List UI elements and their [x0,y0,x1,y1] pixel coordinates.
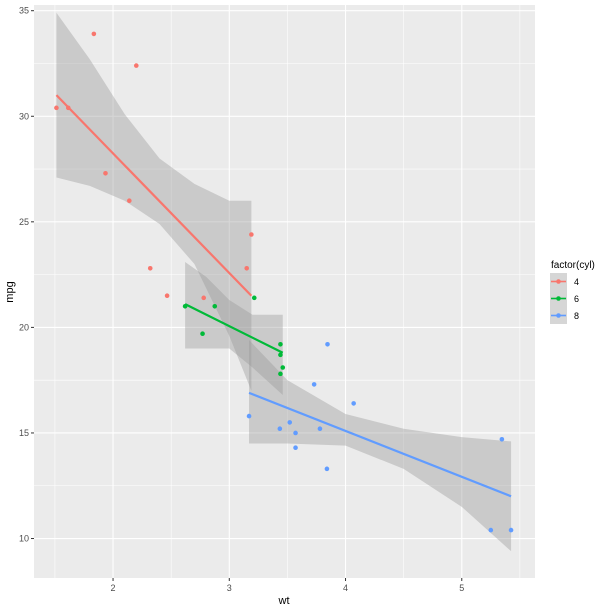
x-tick-label: 2 [111,583,116,593]
data-point-cyl-8 [324,466,330,472]
data-points [54,31,514,533]
y-tick-label: 15 [19,428,29,438]
data-point-cyl-6 [278,371,283,377]
major-gridlines [34,5,535,578]
data-point-cyl-4 [164,293,170,299]
data-point-cyl-6 [280,365,286,370]
y-tick-label: 30 [19,111,29,121]
data-point-cyl-8 [351,401,356,406]
y-tick-label: 35 [19,6,29,16]
data-point-cyl-4 [249,232,254,237]
fit-line-cyl-8 [248,391,512,498]
data-point-cyl-8 [246,413,252,419]
data-point-cyl-8 [508,527,514,533]
data-point-cyl-6 [251,295,257,301]
data-point-cyl-4 [103,170,108,176]
legend-label-cyl-4: 4 [574,277,579,287]
minor-gridlines [34,5,535,578]
y-tick-label: 25 [19,217,29,227]
data-point-cyl-8 [488,527,494,533]
y-tick-label: 10 [19,534,29,544]
data-point-cyl-4 [147,265,153,271]
y-axis: 10 15 20 25 30 35 [19,6,34,544]
data-point-cyl-4 [91,31,97,37]
legend-point-cyl-8 [556,313,561,318]
data-point-cyl-4 [244,265,250,271]
x-tick-label: 4 [343,583,348,593]
data-point-cyl-4 [127,198,132,204]
data-point-cyl-4 [133,63,139,68]
y-axis-title: mpg [4,281,16,302]
data-point-cyl-4 [54,105,59,111]
x-axis: 2 3 4 5 [111,578,464,593]
data-point-cyl-8 [499,436,505,442]
data-point-cyl-8 [325,341,330,347]
plot-panel [34,5,535,578]
legend-title: factor(cyl) [551,260,595,271]
data-point-cyl-6 [278,341,283,347]
fit-lines [55,94,512,498]
x-axis-title: wt [278,595,290,607]
legend-point-cyl-6 [556,296,561,301]
data-point-cyl-8 [317,426,323,432]
legend: factor(cyl) 4 6 8 [550,260,595,324]
data-point-cyl-8 [293,430,298,436]
data-point-cyl-8 [311,382,317,387]
data-point-cyl-8 [287,420,293,425]
data-point-cyl-6 [200,331,205,337]
data-point-cyl-4 [65,105,71,111]
legend-point-cyl-4 [556,279,561,284]
y-tick-label: 20 [19,322,29,332]
fit-line-cyl-6 [184,303,284,354]
data-point-cyl-8 [277,426,283,432]
data-point-cyl-6 [182,303,188,309]
legend-label-cyl-6: 6 [574,294,579,304]
x-tick-label: 3 [227,583,232,593]
confidence-band-cyl-4 [56,12,252,391]
data-point-cyl-4 [201,295,207,301]
legend-label-cyl-8: 8 [574,311,579,321]
fit-line-cyl-4 [55,94,253,297]
data-point-cyl-8 [293,445,298,451]
data-point-cyl-6 [212,303,218,309]
x-tick-label: 5 [459,583,464,593]
data-point-cyl-6 [278,352,283,358]
